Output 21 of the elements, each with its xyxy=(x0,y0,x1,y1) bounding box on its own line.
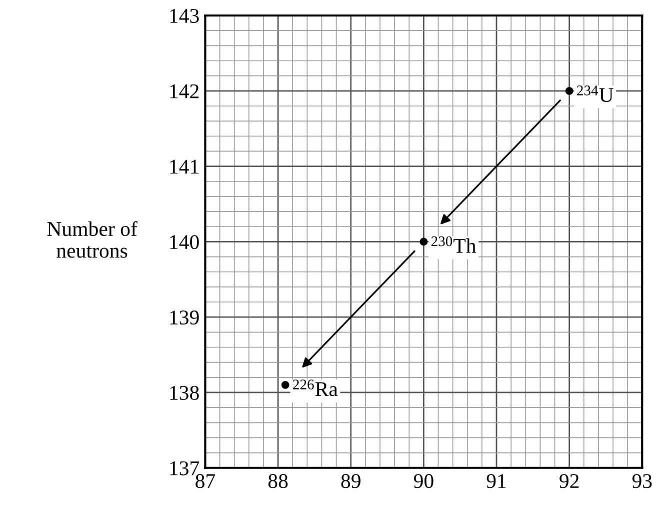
x-tick-label: 90 xyxy=(414,474,434,488)
y-tick-label: 143 xyxy=(170,8,199,23)
point xyxy=(281,381,290,389)
y-tick-label: 140 xyxy=(170,235,199,250)
y-tick-label: 142 xyxy=(170,84,199,98)
y-tick-label: 137 xyxy=(170,461,200,476)
x-tick-label: 87 xyxy=(196,474,216,488)
y-axis-title: Number of neutrons xyxy=(47,221,138,258)
x-tick-label: 88 xyxy=(268,474,288,488)
x-tick-label: 92 xyxy=(560,474,579,488)
annotation: $^{230}$Th xyxy=(431,236,476,253)
annotation: $^{234}$U xyxy=(577,86,614,102)
x-tick-label: 91 xyxy=(486,474,506,488)
x-tick-label: 89 xyxy=(341,474,360,488)
y-tick-label: 139 xyxy=(170,310,199,325)
point xyxy=(420,238,428,246)
x-tick-label: 93 xyxy=(632,474,652,488)
y-tick-label: 141 xyxy=(170,160,198,174)
point xyxy=(565,86,574,95)
y-tick-label: 138 xyxy=(170,386,199,400)
annotation: $^{226}$Ra xyxy=(293,380,338,396)
